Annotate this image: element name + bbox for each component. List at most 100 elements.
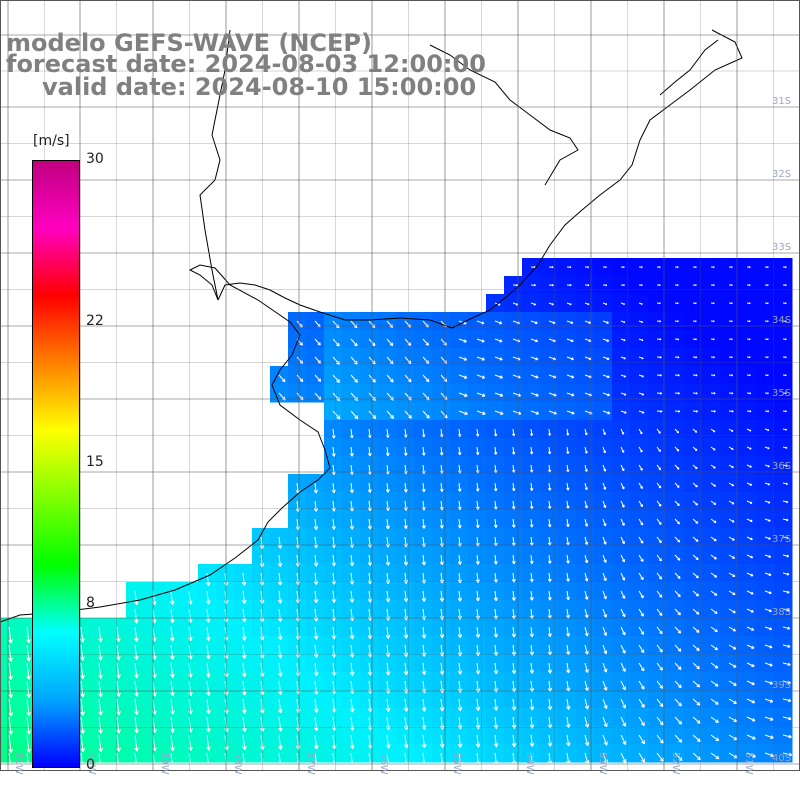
wind-vector-arrow — [584, 698, 590, 710]
wind-vector-arrow — [692, 554, 699, 561]
wind-vector-arrow — [620, 662, 626, 672]
wind-vector-arrow — [566, 662, 571, 674]
wind-vector-arrow — [620, 284, 625, 287]
wind-vector-arrow — [548, 266, 554, 269]
wind-vector-arrow — [475, 482, 480, 492]
latitude-label: 34S — [772, 315, 791, 326]
wind-vector-arrow — [494, 374, 503, 379]
wind-vector-arrow — [674, 752, 683, 762]
wind-vector-arrow — [566, 590, 570, 601]
wind-vector-arrow — [205, 662, 211, 678]
wind-vector-arrow — [511, 518, 516, 528]
wind-vector-arrow — [421, 590, 427, 602]
wind-vector-arrow — [764, 500, 771, 504]
wind-vector-arrow — [277, 626, 283, 641]
wind-vector-arrow — [241, 590, 247, 605]
wind-vector-arrow — [566, 428, 570, 436]
longitude-label: 52W — [670, 752, 681, 775]
wind-vector-arrow — [475, 626, 481, 638]
wind-vector-arrow — [313, 716, 319, 732]
wind-vector-arrow — [782, 428, 788, 431]
wind-vector-arrow — [349, 518, 355, 530]
model-title: modelo GEFS-WAVE (NCEP) — [6, 29, 372, 57]
latitude-label: 37S — [772, 534, 791, 545]
wind-vector-arrow — [728, 608, 736, 614]
wind-vector-arrow — [584, 662, 589, 673]
wind-vector-arrow — [385, 518, 390, 530]
wind-vector-arrow — [403, 734, 409, 749]
wind-vector-arrow — [692, 500, 699, 506]
colorbar-tick-label: 22 — [86, 312, 104, 329]
wind-vector-arrow — [530, 338, 538, 343]
wind-vector-arrow — [602, 446, 607, 454]
wind-vector-arrow — [584, 716, 590, 728]
wind-vector-arrow — [241, 626, 247, 641]
wind-vector-arrow — [475, 734, 481, 748]
wind-vector-arrow — [692, 266, 697, 269]
wind-vector-arrow — [385, 572, 391, 585]
wind-vector-arrow — [746, 482, 753, 486]
wind-vector-arrow — [349, 662, 355, 676]
wind-vector-arrow — [511, 752, 517, 766]
wind-vector-arrow — [584, 734, 590, 747]
wind-vector-arrow — [457, 734, 463, 748]
wind-vector-arrow — [692, 608, 700, 615]
wind-vector-arrow — [728, 338, 733, 341]
wind-vector-arrow — [602, 428, 606, 436]
wind-vector-arrow — [638, 680, 645, 690]
longitude-label: 58W — [232, 752, 243, 775]
wind-vector-arrow — [764, 536, 771, 540]
wind-vector-arrow — [638, 572, 644, 581]
wind-vector-arrow — [638, 716, 645, 727]
wind-vector-arrow — [656, 284, 661, 287]
wind-vector-arrow — [656, 482, 662, 489]
wind-vector-arrow — [439, 626, 445, 639]
wind-vector-arrow — [782, 590, 790, 594]
wind-vector-arrow — [170, 716, 175, 733]
wind-vector-arrow — [728, 680, 737, 686]
wind-vector-arrow — [547, 662, 553, 674]
wind-vector-arrow — [277, 680, 283, 695]
wind-vector-arrow — [620, 302, 626, 306]
wind-vector-arrow — [367, 518, 373, 530]
wind-vector-arrow — [584, 518, 589, 527]
wind-vector-arrow — [746, 392, 752, 395]
wind-vector-arrow — [764, 338, 769, 341]
wind-vector-arrow — [566, 446, 570, 454]
wind-vector-arrow — [566, 410, 575, 415]
wind-vector-arrow — [746, 608, 754, 613]
wind-vector-arrow — [764, 482, 771, 486]
wind-vector-arrow — [385, 698, 391, 713]
wind-vector-arrow — [602, 356, 610, 361]
wind-vector-arrow — [674, 716, 683, 725]
wind-vector-arrow — [602, 716, 608, 728]
wind-speed-field — [0, 258, 793, 763]
wind-vector-arrow — [385, 644, 391, 658]
wind-vector-arrow — [80, 752, 86, 771]
wind-vector-arrow — [98, 698, 103, 716]
wind-vector-arrow — [620, 410, 627, 414]
wind-vector-arrow — [169, 626, 175, 642]
wind-vector-arrow — [385, 716, 391, 731]
wind-vector-arrow — [331, 446, 336, 457]
wind-vector-arrow — [439, 518, 444, 529]
wind-vector-arrow — [674, 590, 681, 598]
wind-vector-arrow — [764, 320, 769, 323]
wind-vector-arrow — [602, 410, 611, 415]
wind-vector-arrow — [602, 734, 608, 746]
wind-vector-arrow — [512, 283, 519, 287]
wind-vector-arrow — [764, 374, 769, 377]
wind-vector-arrow — [8, 716, 14, 735]
wind-vector-arrow — [421, 446, 426, 456]
wind-vector-arrow — [782, 554, 790, 558]
wind-vector-arrow — [764, 698, 774, 703]
wind-vector-arrow — [566, 626, 571, 637]
wind-vector-arrow — [403, 626, 409, 639]
wind-vector-arrow — [764, 590, 772, 595]
wind-vector-arrow — [206, 752, 211, 769]
wind-vector-arrow — [584, 284, 590, 287]
wind-vector-arrow — [584, 554, 589, 564]
wind-vector-arrow — [728, 626, 737, 632]
wind-vector-arrow — [674, 338, 680, 341]
wind-vector-arrow — [638, 518, 644, 526]
